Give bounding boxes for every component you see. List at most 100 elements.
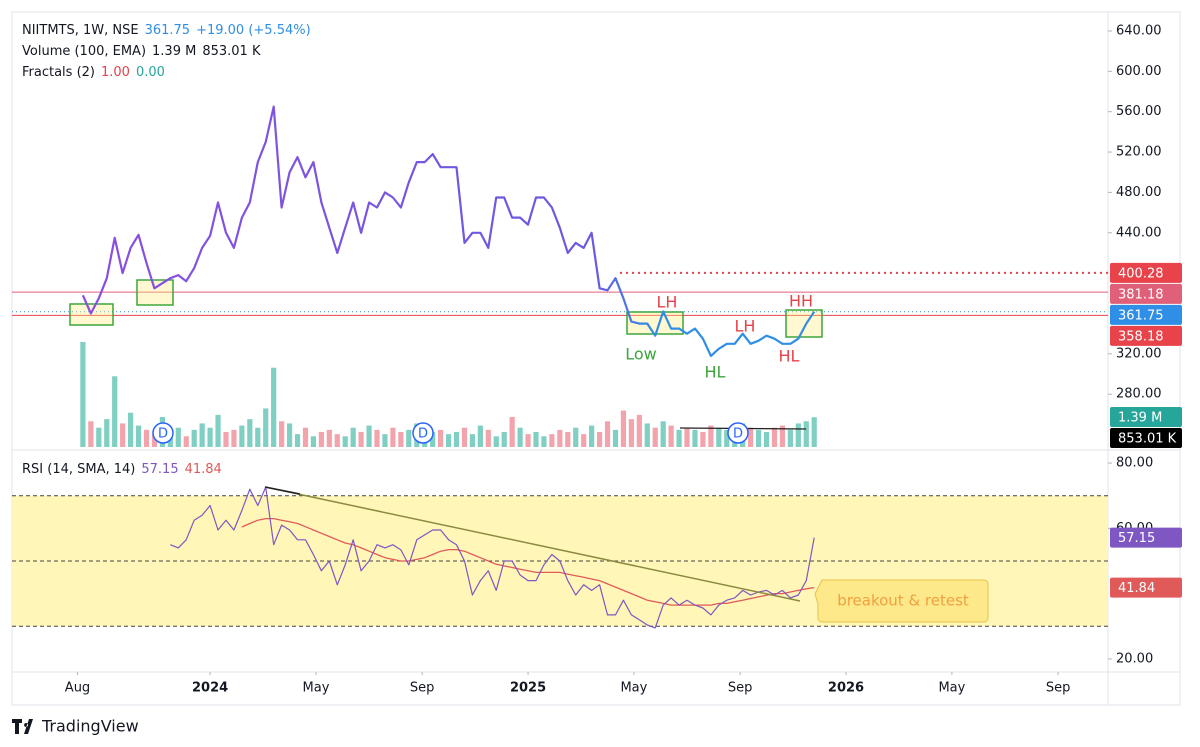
volume-bar bbox=[541, 436, 547, 447]
rsi-trendline-start bbox=[264, 486, 301, 495]
pattern-box bbox=[136, 279, 174, 306]
volume-tag-bg bbox=[1110, 407, 1182, 427]
volume-bar bbox=[350, 427, 356, 447]
volume-bar bbox=[612, 429, 619, 447]
price-tag: 361.75 bbox=[1118, 308, 1164, 323]
pattern-label: HL bbox=[779, 347, 800, 366]
tradingview-logo: TradingView bbox=[12, 717, 139, 736]
volume-bar bbox=[175, 427, 181, 447]
volume-bar bbox=[310, 436, 317, 447]
rsi-y-tick-label: 20.00 bbox=[1116, 651, 1153, 666]
volume-bar bbox=[239, 425, 245, 447]
rsi-tag: 41.84 bbox=[1118, 581, 1155, 596]
y-tick-label: 280.00 bbox=[1116, 387, 1162, 402]
rsi-last: 57.15 bbox=[141, 462, 179, 477]
volume-bar bbox=[445, 434, 452, 447]
volume-bar bbox=[127, 412, 134, 447]
y-tick-label: 600.00 bbox=[1116, 64, 1162, 79]
dividend-label: D bbox=[418, 427, 428, 442]
fractals-up: 1.00 bbox=[101, 65, 130, 80]
symbol: NIITMTS, 1W, NSE bbox=[22, 23, 139, 38]
volume-bar bbox=[557, 429, 563, 447]
volume-bar bbox=[581, 434, 587, 447]
volume-bar bbox=[334, 434, 340, 447]
volume-bar bbox=[620, 410, 627, 447]
volume-bar bbox=[223, 432, 229, 447]
volume-bar bbox=[318, 432, 324, 447]
volume-bar bbox=[247, 419, 253, 447]
volume-bar bbox=[811, 417, 817, 447]
volume-bar bbox=[700, 432, 706, 447]
volume-bar bbox=[358, 432, 364, 447]
volume-bar bbox=[279, 421, 285, 447]
volume-bar bbox=[271, 367, 277, 447]
volume-bar bbox=[573, 427, 579, 447]
volume-bar bbox=[469, 434, 476, 447]
dividend-marker bbox=[152, 422, 174, 444]
volume-bar bbox=[461, 427, 468, 447]
volume-name: Volume (100, EMA) bbox=[22, 44, 147, 59]
volume-bar bbox=[326, 429, 332, 447]
volume-bar bbox=[104, 419, 110, 447]
volume-bar bbox=[96, 427, 102, 447]
y-tick-label: 640.00 bbox=[1116, 23, 1162, 38]
volume-bar bbox=[493, 436, 499, 447]
volume-bar bbox=[755, 429, 762, 447]
volume-bar bbox=[724, 429, 730, 447]
volume-bar bbox=[120, 423, 126, 447]
x-tick-label: Aug bbox=[65, 681, 90, 696]
volume-bar bbox=[644, 423, 650, 447]
pattern-label: LH bbox=[657, 293, 678, 312]
x-tick-label: 2024 bbox=[192, 681, 228, 696]
y-tick-label: 560.00 bbox=[1116, 104, 1162, 119]
volume-bar bbox=[151, 434, 158, 447]
volume-bar bbox=[453, 432, 460, 447]
volume-bar bbox=[366, 425, 372, 447]
change: +19.00 (+5.54%) bbox=[196, 23, 311, 38]
header-line: NIITMTS, 1W, NSE 361.75 +19.00 (+5.54%) bbox=[22, 23, 317, 38]
rsi-legend: RSI (14, SMA, 14) 57.15 41.84 bbox=[22, 462, 228, 477]
volume-bar bbox=[676, 429, 682, 447]
volume-bar bbox=[207, 427, 213, 447]
volume-bar bbox=[390, 427, 396, 447]
rsi-line bbox=[170, 486, 815, 629]
pattern-label: HL bbox=[705, 363, 726, 382]
price-tag-bg bbox=[1110, 262, 1182, 283]
rsi-tag-bg bbox=[1110, 577, 1182, 598]
pattern-label: HH bbox=[789, 292, 813, 311]
rsi-sma-line bbox=[241, 517, 815, 606]
volume-ema-tag-bg bbox=[1110, 428, 1182, 448]
volume-bar bbox=[231, 429, 237, 447]
volume-bar bbox=[286, 423, 293, 447]
rsi-y-tick-label: 80.00 bbox=[1116, 456, 1153, 471]
rsi-tag-bg bbox=[1110, 527, 1182, 548]
volume-ema: 853.01 K bbox=[202, 44, 261, 59]
volume-bar bbox=[628, 419, 634, 447]
volume-bar bbox=[604, 421, 611, 447]
fractals-name: Fractals (2) bbox=[22, 65, 95, 80]
volume-bar bbox=[135, 425, 142, 447]
x-tick-label: Sep bbox=[410, 681, 435, 696]
price-tag-bg bbox=[1110, 304, 1182, 325]
rsi-name: RSI (14, SMA, 14) bbox=[22, 462, 136, 477]
rsi-tag: 57.15 bbox=[1118, 531, 1155, 546]
x-tick-label: 2026 bbox=[828, 681, 864, 696]
volume-bar bbox=[589, 425, 595, 447]
callout-text: breakout & retest bbox=[837, 592, 969, 610]
last-price: 361.75 bbox=[144, 23, 191, 38]
volume-bar bbox=[565, 432, 571, 447]
brand: TradingView bbox=[41, 717, 139, 736]
pattern-box bbox=[785, 309, 823, 338]
volume-bar bbox=[80, 342, 86, 447]
volume-bar bbox=[342, 436, 348, 447]
volume-bar bbox=[533, 432, 539, 447]
volume-bar bbox=[255, 427, 261, 447]
volume-bar bbox=[382, 434, 388, 447]
volume-bar bbox=[596, 432, 603, 447]
volume-bar bbox=[652, 427, 658, 447]
volume-bar bbox=[215, 414, 221, 447]
volume-bar bbox=[803, 421, 809, 447]
volume-bar bbox=[771, 427, 778, 447]
price-line bbox=[81, 105, 816, 357]
